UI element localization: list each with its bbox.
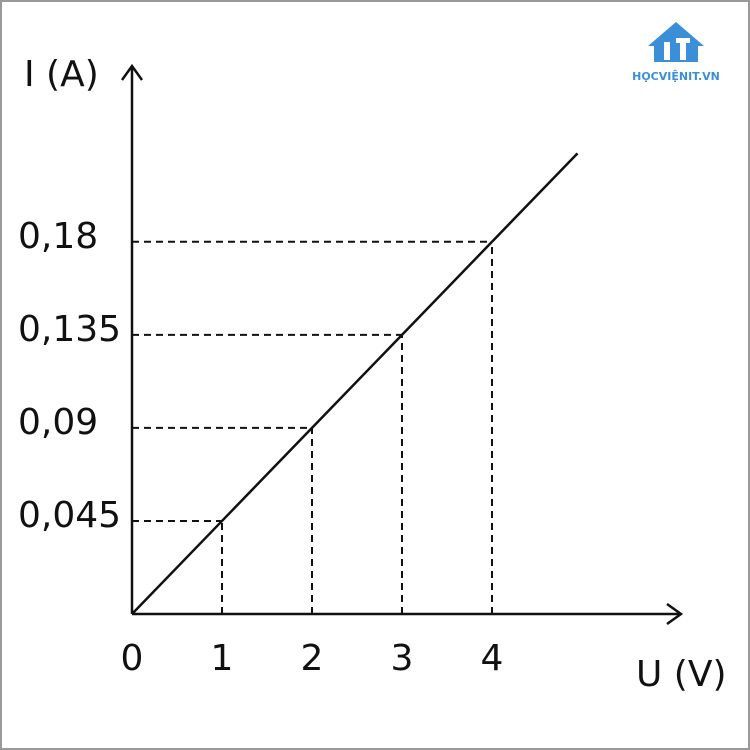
y-axis-label: I (A): [24, 54, 99, 95]
x-axis: [132, 602, 684, 626]
y-tick-label: 0,09: [18, 402, 98, 443]
x-axis-label: U (V): [636, 654, 727, 695]
logo-text: HỌCVIỆNIT.VN: [632, 70, 720, 83]
logo-icon: [664, 42, 670, 60]
y-tick-label: 0,045: [18, 495, 121, 536]
data-line: [131, 240, 493, 615]
y-tick-label: 0,18: [18, 216, 98, 257]
x-tick-label: 3: [391, 638, 414, 679]
x-tick-label: 2: [301, 638, 324, 679]
logo-icon: [680, 38, 686, 60]
logo: HỌCVIỆNIT.VN: [632, 22, 720, 83]
line-extension: [491, 152, 579, 243]
x-tick-label: 1: [211, 638, 234, 679]
y-tick-label: 0,135: [18, 309, 121, 350]
x-tick-label: 4: [481, 638, 504, 679]
y-axis: [120, 63, 144, 614]
x-tick-label: 0: [121, 638, 144, 679]
